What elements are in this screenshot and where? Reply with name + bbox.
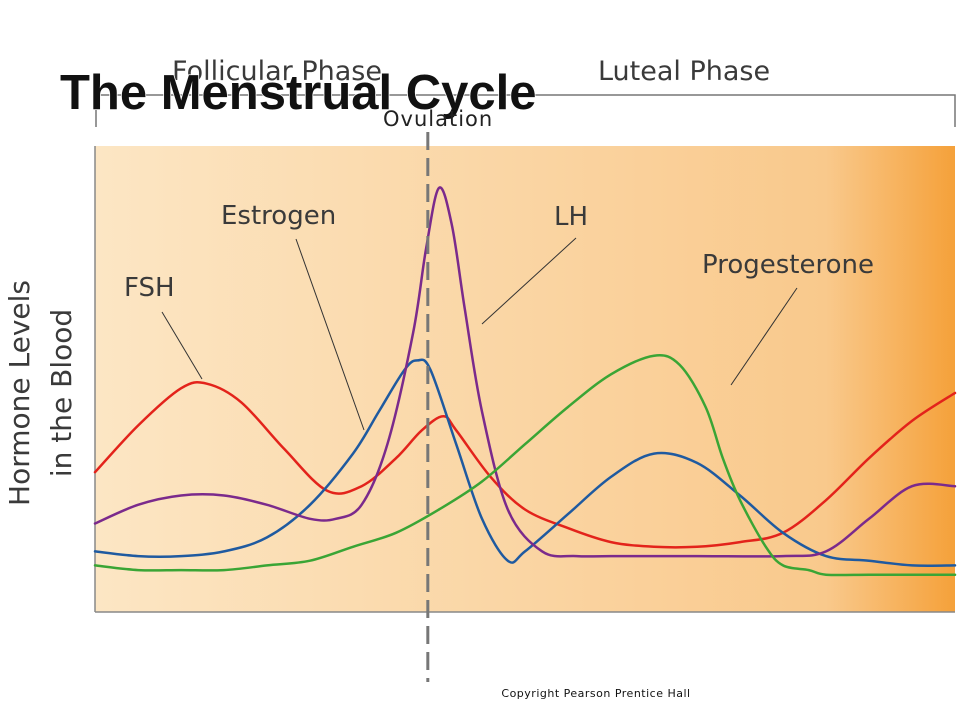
lh-leader-line	[481, 237, 577, 325]
series-line-progesterone	[93, 354, 957, 577]
series-line-fsh	[93, 381, 957, 549]
copyright-text: Copyright Pearson Prentice Hall	[501, 687, 690, 700]
phase-label-luteal: Luteal Phase	[598, 56, 770, 87]
y-axis-label-line-2: in the Blood	[45, 309, 78, 477]
series-label-fsh: FSH	[124, 273, 175, 303]
y-axis-label-line-1: Hormone Levels	[3, 280, 36, 506]
estrogen-leader-line	[295, 238, 365, 431]
series-label-estrogen: Estrogen	[221, 201, 336, 231]
series-label-progesterone: Progesterone	[702, 250, 874, 280]
plot-background	[95, 146, 955, 612]
phase-bracket	[95, 94, 956, 127]
progesterone-leader-line	[730, 287, 798, 386]
series-group	[93, 186, 957, 577]
chart-title: The Menstrual Cycle	[60, 66, 537, 120]
series-label-lh: LH	[554, 202, 588, 232]
phase-label-follicular: Follicular Phase	[172, 56, 382, 87]
series-line-lh	[93, 186, 957, 558]
series-line-estrogen	[93, 358, 957, 568]
fsh-leader-line	[161, 311, 203, 380]
ovulation-label: Ovulation	[383, 107, 493, 131]
